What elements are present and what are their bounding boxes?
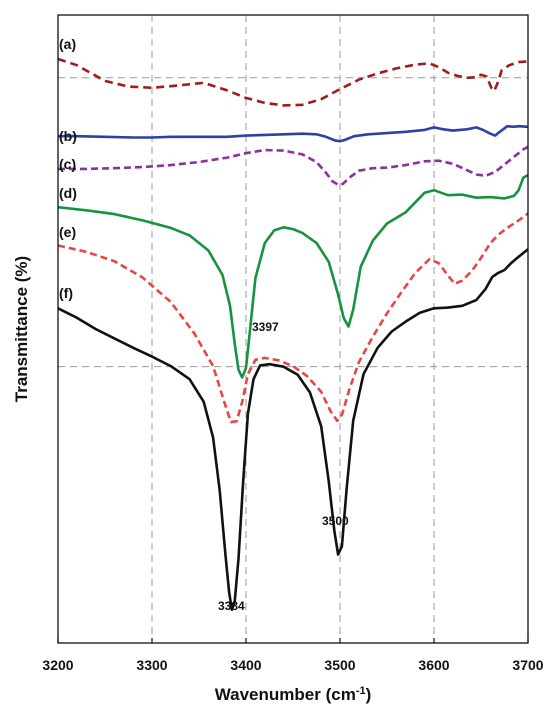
series-label-c: (c) (59, 156, 76, 172)
peak-label-3500: 3500 (322, 514, 349, 528)
tick-layer: 3200 3300 3400 3500 3600 3700 (42, 638, 544, 673)
x-tick-label-3400: 3400 (230, 657, 261, 673)
series-label-d: (d) (59, 185, 77, 201)
series-line-c (58, 145, 529, 186)
x-tick-label-3600: 3600 (418, 657, 449, 673)
series-line-e (57, 212, 529, 424)
x-tick-label-3300: 3300 (136, 657, 167, 673)
plot-frame (57, 14, 529, 644)
series-line-b (58, 124, 529, 143)
series-line-a (57, 57, 529, 107)
series-layer (57, 57, 529, 611)
x-tick-label-3500: 3500 (324, 657, 355, 673)
series-label-e: (e) (59, 224, 76, 240)
grid-layer (58, 15, 528, 643)
series-line-f (57, 248, 529, 611)
x-tick-label-3700: 3700 (512, 657, 543, 673)
x-tick-label-3200: 3200 (42, 657, 73, 673)
x-axis-title: Wavenumber (cm-1) (215, 685, 372, 704)
series-label-f: (f) (59, 285, 73, 301)
peak-label-3384: 3384 (218, 599, 245, 613)
series-line-d (57, 173, 529, 379)
series-label-b: (b) (59, 128, 77, 144)
y-axis-title: Transmittance (%) (12, 256, 31, 402)
series-label-a: (a) (59, 36, 76, 52)
plot-area-background (58, 15, 528, 643)
peak-label-3397: 3397 (252, 320, 279, 334)
